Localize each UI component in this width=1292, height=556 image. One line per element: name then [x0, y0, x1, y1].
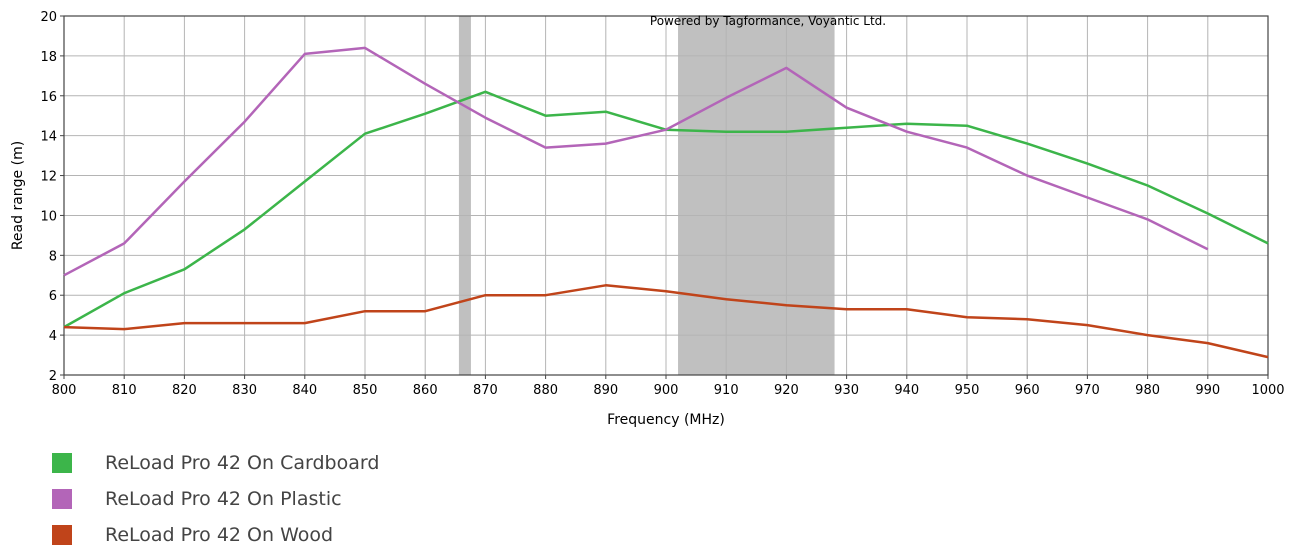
legend-item-plastic: ReLoad Pro 42 On Plastic	[52, 481, 379, 517]
watermark-text: Powered by Tagformance, Voyantic Ltd.	[650, 14, 886, 28]
y-tick-label: 18	[40, 50, 57, 65]
y-tick-label: 2	[49, 369, 57, 384]
x-tick-label: 950	[955, 383, 980, 398]
x-tick-label: 810	[112, 383, 137, 398]
chart-legend: ReLoad Pro 42 On Cardboard ReLoad Pro 42…	[52, 445, 379, 553]
x-tick-label: 820	[172, 383, 197, 398]
grid-lines	[63, 15, 1269, 376]
x-tick-label: 980	[1135, 383, 1160, 398]
series-line-2	[63, 284, 1269, 359]
x-axis-ticks: 800 810 820 830 840 850 860 870 880 890 900 910 920 9…	[52, 375, 1285, 398]
y-tick-label: 6	[49, 289, 57, 304]
x-tick-label: 970	[1075, 383, 1100, 398]
x-tick-label: 830	[232, 383, 257, 398]
x-tick-label: 880	[533, 383, 558, 398]
legend-swatch-plastic	[52, 489, 72, 509]
x-tick-label: 1000	[1251, 383, 1284, 398]
y-tick-label: 14	[40, 130, 57, 145]
x-tick-label: 850	[353, 383, 378, 398]
legend-label-wood: ReLoad Pro 42 On Wood	[105, 524, 334, 546]
x-tick-label: 870	[473, 383, 498, 398]
legend-label-plastic: ReLoad Pro 42 On Plastic	[105, 488, 342, 510]
y-tick-label: 12	[40, 170, 57, 185]
legend-item-cardboard: ReLoad Pro 42 On Cardboard	[52, 445, 379, 481]
shaded-band-1	[678, 16, 835, 375]
shaded-band-0	[458, 16, 471, 375]
y-tick-label: 10	[40, 209, 57, 224]
x-tick-label: 960	[1015, 383, 1040, 398]
legend-swatch-cardboard	[52, 453, 72, 473]
x-tick-label: 890	[593, 383, 618, 398]
legend-swatch-wood	[52, 525, 72, 545]
x-tick-label: 910	[714, 383, 739, 398]
frequency-bands	[458, 16, 835, 375]
y-tick-label: 8	[49, 249, 57, 264]
x-tick-label: 800	[52, 383, 77, 398]
x-tick-label: 920	[774, 383, 799, 398]
series-line-1	[63, 46, 1209, 277]
x-tick-label: 940	[894, 383, 919, 398]
legend-item-wood: ReLoad Pro 42 On Wood	[52, 517, 379, 553]
y-tick-label: 4	[49, 329, 57, 344]
x-axis-label: Frequency (MHz)	[607, 412, 725, 428]
x-tick-label: 840	[292, 383, 317, 398]
x-tick-label: 930	[834, 383, 859, 398]
line-chart: 800 810 820 830 840 850 860 870 880 890 900 910 920 9…	[10, 10, 1285, 428]
x-tick-label: 990	[1195, 383, 1220, 398]
y-tick-label: 20	[40, 10, 57, 25]
y-tick-label: 16	[40, 90, 57, 105]
x-tick-label: 860	[413, 383, 438, 398]
legend-label-cardboard: ReLoad Pro 42 On Cardboard	[105, 452, 380, 474]
y-axis-label: Read range (m)	[10, 141, 26, 250]
series-lines	[63, 46, 1269, 359]
x-tick-label: 900	[654, 383, 679, 398]
y-axis-ticks: 2 4 6 8 10 12 14 16 18 20	[40, 10, 64, 384]
